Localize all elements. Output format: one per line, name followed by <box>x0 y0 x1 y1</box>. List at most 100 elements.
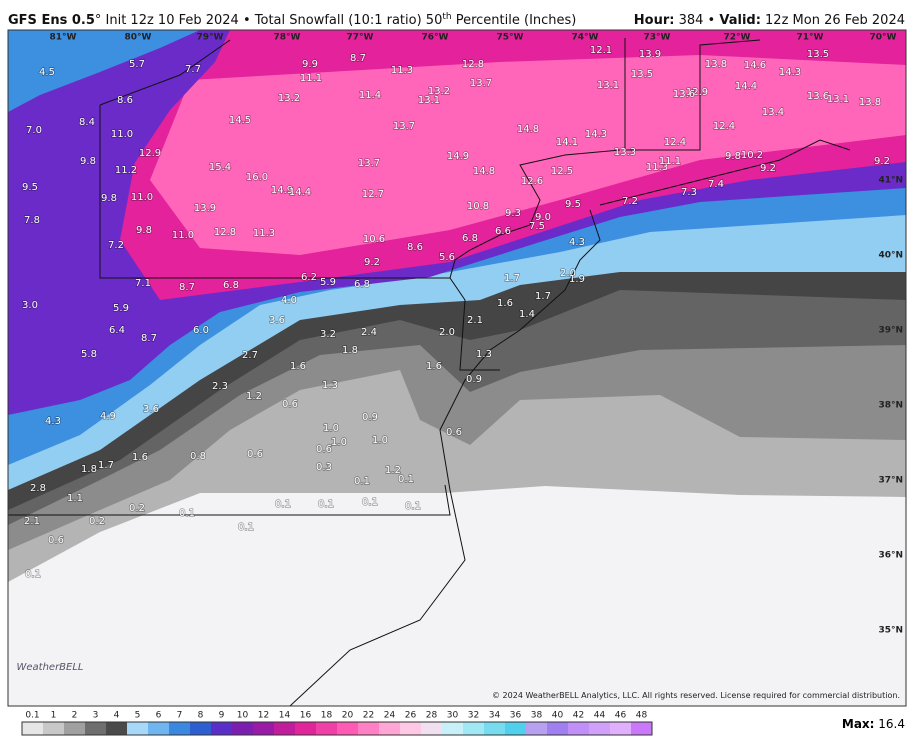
snowfall-value: 13.9 <box>639 49 661 60</box>
legend-swatch <box>253 722 274 735</box>
snowfall-value: 11.1 <box>659 156 681 167</box>
coastline <box>289 209 601 706</box>
snowfall-value: 1.6 <box>132 452 148 463</box>
snowfall-value: 9.2 <box>874 156 890 167</box>
snowfall-value: 9.0 <box>535 212 551 223</box>
state-line <box>99 39 231 106</box>
snowfall-value: 3.0 <box>22 300 38 311</box>
snowfall-value: 13.8 <box>859 97 881 108</box>
snowfall-value: 1.6 <box>426 361 442 372</box>
legend-swatch <box>463 722 484 735</box>
snowfall-value: 12.7 <box>362 189 384 200</box>
state-line <box>8 484 451 516</box>
legend-swatch <box>484 722 505 735</box>
legend-swatch <box>358 722 379 735</box>
legend-swatch <box>106 722 127 735</box>
legend-tick: 2 <box>72 711 78 721</box>
longitude-label: 80°W <box>125 33 152 43</box>
legend-swatch <box>211 722 232 735</box>
snowfall-value: 7.2 <box>108 240 124 251</box>
snowfall-value: 12.4 <box>664 137 686 148</box>
legend-tick: 38 <box>531 711 543 721</box>
snowfall-value: 9.2 <box>364 257 380 268</box>
snowfall-value: 12.9 <box>139 148 161 159</box>
snowfall-value: 9.8 <box>725 151 741 162</box>
longitude-label: 74°W <box>572 33 599 43</box>
legend-tick: 10 <box>237 711 249 721</box>
snowfall-value: 14.1 <box>556 137 578 148</box>
snowfall-value: 11.1 <box>300 73 322 84</box>
snowfall-value: 2.7 <box>242 350 258 361</box>
snowfall-value: 0.1 <box>405 501 421 512</box>
latitude-label: 35°N <box>878 626 903 636</box>
snowfall-value: 4.5 <box>39 67 55 78</box>
snowfall-value: 4.0 <box>281 295 297 306</box>
snowfall-value: 13.3 <box>614 147 636 158</box>
snowfall-value: 10.2 <box>741 150 763 161</box>
snowfall-value: 2.0 <box>560 268 576 279</box>
snowfall-value: 14.3 <box>779 67 801 78</box>
valid: 12z Mon 26 Feb 2024 <box>761 13 905 28</box>
longitude-label: 73°W <box>644 33 671 43</box>
latitude-label: 37°N <box>878 476 903 486</box>
legend-swatch <box>526 722 547 735</box>
legend-tick: 6 <box>156 711 162 721</box>
snowfall-value: 8.6 <box>117 95 133 106</box>
snowfall-value: 11.4 <box>359 90 381 101</box>
state-line <box>624 38 761 151</box>
longitude-label: 75°W <box>497 33 524 43</box>
title-text: ° Init 12z 10 Feb 2024 • Total Snowfall … <box>95 13 442 28</box>
legend-swatch <box>127 722 148 735</box>
snowfall-value: 7.7 <box>185 64 201 75</box>
snowfall-value: 0.6 <box>446 427 462 438</box>
snowfall-value: 0.6 <box>316 444 332 455</box>
snowfall-value: 8.6 <box>407 242 423 253</box>
snowfall-value: 1.3 <box>322 380 338 391</box>
snowfall-value: 13.1 <box>597 80 619 91</box>
snowfall-value: 0.1 <box>398 474 414 485</box>
longitude-label: 71°W <box>797 33 824 43</box>
snowfall-value: 6.6 <box>495 226 511 237</box>
boundaries <box>8 38 851 706</box>
snowfall-value: 1.6 <box>497 298 513 309</box>
snowfall-value: 13.7 <box>393 121 415 132</box>
legend-swatch <box>421 722 442 735</box>
legend-tick: 9 <box>219 711 225 721</box>
snowfall-value: 9.5 <box>22 182 38 193</box>
max-value: 16.4 <box>874 717 905 731</box>
band <box>150 55 906 255</box>
snowfall-value: 0.1 <box>179 508 195 519</box>
snowfall-value: 9.8 <box>136 225 152 236</box>
snowfall-value: 2.1 <box>467 315 483 326</box>
snowfall-value: 4.3 <box>45 416 61 427</box>
legend-swatch <box>64 722 85 735</box>
snowfall-value: 1.9 <box>569 274 585 285</box>
snowfall-value: 6.8 <box>223 280 239 291</box>
hour: 384 • <box>674 13 719 28</box>
snowfall-value: 12.6 <box>521 176 543 187</box>
snowfall-value: 0.2 <box>89 516 105 527</box>
legend-tick: 42 <box>573 711 584 721</box>
snowfall-value: 4.9 <box>100 411 116 422</box>
snowfall-value: 1.0 <box>323 423 339 434</box>
title-end: Percentile (Inches) <box>452 13 577 28</box>
legend-tick: 22 <box>363 711 374 721</box>
snowfall-value: 14.4 <box>289 187 311 198</box>
title: GFS Ens 0.5° Init 12z 10 Feb 2024 • Tota… <box>8 12 576 28</box>
snowfall-value: 0.2 <box>129 503 145 514</box>
snowfall-value: 8.7 <box>350 53 366 64</box>
snowfall-value: 1.0 <box>372 435 388 446</box>
copyright: © 2024 WeatherBELL Analytics, LLC. All r… <box>492 691 900 700</box>
legend-tick: 7 <box>177 711 183 721</box>
snowfall-value: 7.3 <box>681 187 697 198</box>
snowfall-value: 14.8 <box>517 124 539 135</box>
legend-swatch <box>295 722 316 735</box>
legend-tick: 46 <box>615 711 627 721</box>
snowfall-value: 13.8 <box>705 59 727 70</box>
snowfall-value: 13.6 <box>673 89 695 100</box>
snowfall-value: 0.3 <box>316 462 332 473</box>
snowfall-value: 0.9 <box>466 374 482 385</box>
legend-swatch <box>337 722 358 735</box>
snowfall-value: 6.8 <box>354 279 370 290</box>
